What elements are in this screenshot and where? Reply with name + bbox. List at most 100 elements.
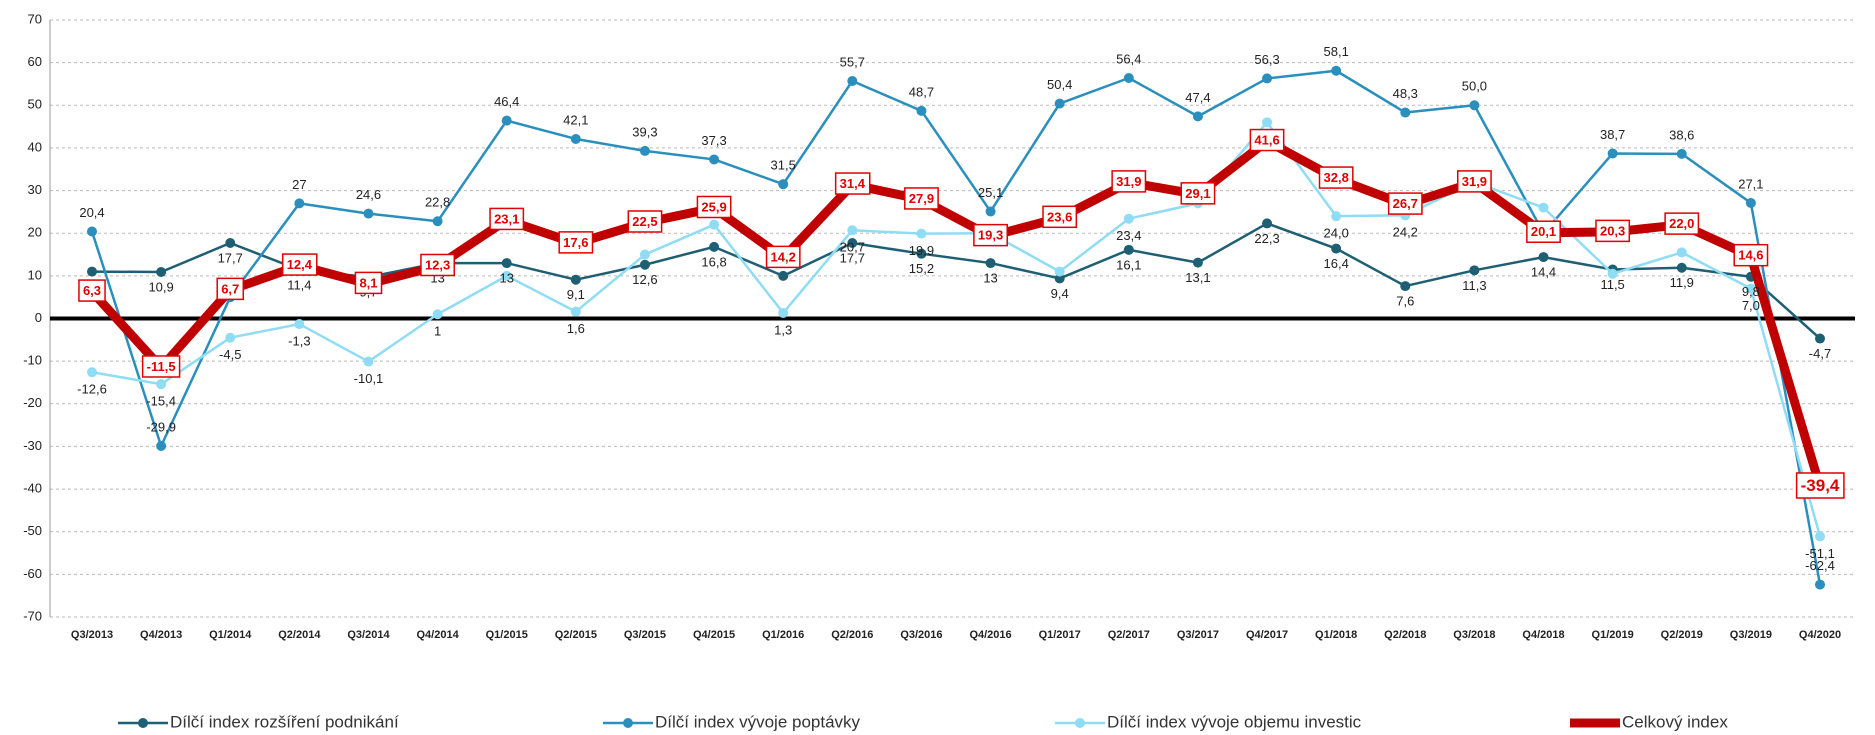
value-label: 25,9 [701, 199, 726, 214]
data-point [1054, 98, 1065, 109]
value-label: 24,0 [1324, 226, 1349, 241]
value-label: 23,1 [494, 211, 519, 226]
value-label: 47,4 [1185, 90, 1210, 105]
data-point [709, 154, 720, 165]
data-point [294, 319, 305, 330]
value-label-box: 6,7 [216, 277, 245, 301]
data-point [1123, 213, 1134, 224]
value-label: 17,7 [218, 250, 243, 265]
label-box [281, 253, 318, 276]
y-tick-label: 20 [28, 225, 42, 240]
data-point [501, 115, 512, 126]
label-box [1733, 243, 1769, 267]
value-label: 1 [434, 324, 441, 339]
x-tick-label: Q4/2018 [1522, 629, 1564, 641]
label-box [1111, 170, 1147, 193]
label-box [1795, 472, 1845, 499]
data-point [570, 133, 581, 144]
data-point [778, 179, 789, 190]
data-point [1331, 65, 1342, 76]
value-label: 50,4 [1047, 77, 1072, 92]
value-label-box: 12,3 [420, 253, 456, 277]
value-label-box: 6,3 [78, 279, 106, 302]
value-label: 16,4 [1324, 256, 1349, 271]
value-label: 31,9 [1116, 174, 1141, 189]
value-label-box: 23,1 [489, 207, 525, 231]
label-box [973, 223, 1008, 247]
data-point [1815, 579, 1825, 590]
data-point [1607, 268, 1618, 279]
value-label: 11,3 [1462, 278, 1486, 293]
value-label: -51,1 [1805, 546, 1835, 561]
x-tick-label: Q1/2014 [209, 629, 252, 641]
data-point [1815, 333, 1825, 344]
data-point [916, 228, 927, 239]
value-label: 22,8 [425, 195, 450, 210]
data-point [916, 105, 927, 116]
data-point [1331, 243, 1342, 254]
x-tick-label: Q4/2013 [140, 629, 182, 641]
value-label: -4,7 [1809, 346, 1831, 361]
value-label: 38,7 [1600, 127, 1625, 142]
data-point [1262, 218, 1273, 229]
value-label: 31,5 [771, 158, 796, 173]
data-point [501, 270, 512, 281]
data-point [432, 216, 443, 227]
y-tick-label: -30 [23, 438, 42, 453]
value-label: 20,1 [1531, 224, 1556, 239]
label-box [1595, 219, 1631, 243]
y-tick-label: -60 [23, 566, 42, 581]
value-label: 55,7 [840, 54, 865, 69]
label-box [1456, 170, 1492, 193]
label-box [765, 245, 801, 269]
data-point [1262, 117, 1273, 128]
value-label: 9,1 [567, 287, 585, 302]
value-label: 38,6 [1669, 127, 1694, 142]
data-point [639, 249, 650, 260]
value-label-box: 12,4 [281, 253, 318, 276]
y-tick-label: 70 [28, 11, 42, 26]
value-label: 46,4 [494, 94, 519, 109]
x-tick-label: Q1/2016 [762, 629, 804, 641]
data-point [778, 270, 789, 281]
value-label: 50,0 [1462, 79, 1487, 94]
value-label: 6,7 [221, 281, 239, 296]
data-point [847, 225, 858, 236]
value-label: 16,1 [1116, 257, 1141, 272]
value-label: 11,4 [287, 277, 311, 292]
value-label: 27 [292, 177, 306, 192]
label-box [1526, 220, 1561, 243]
value-label: 32,8 [1324, 170, 1349, 185]
x-tick-label: Q2/2019 [1661, 629, 1703, 641]
value-label: 20,7 [840, 240, 865, 255]
x-tick-label: Q2/2017 [1108, 629, 1150, 641]
x-tick-label: Q4/2014 [416, 629, 459, 641]
value-label-box: 22,0 [1664, 212, 1700, 235]
value-label: 27,9 [909, 191, 934, 206]
x-tick-label: Q4/2017 [1246, 629, 1288, 641]
x-tick-label: Q1/2015 [486, 629, 528, 641]
label-box [904, 187, 939, 210]
value-label: 12,3 [425, 257, 450, 272]
data-point [639, 259, 650, 270]
value-label: 31,9 [1462, 174, 1487, 189]
legend-label: Dílčí index vývoje objemu investic [1107, 712, 1362, 731]
value-label: -4,5 [219, 347, 241, 362]
value-label: 22,0 [1669, 216, 1694, 231]
data-point [1123, 244, 1134, 255]
value-label: 56,3 [1254, 52, 1279, 67]
y-tick-label: 10 [28, 267, 42, 282]
value-label: 31,4 [840, 176, 866, 191]
data-point [225, 238, 236, 249]
value-label: -11,5 [147, 359, 176, 374]
data-point [570, 274, 581, 285]
data-point [1469, 100, 1480, 111]
data-point [985, 258, 996, 269]
data-point [432, 309, 443, 320]
x-tick-label: Q2/2016 [831, 629, 873, 641]
data-point [847, 238, 858, 249]
value-label-box: 14,2 [765, 245, 801, 269]
label-box [558, 231, 594, 254]
y-tick-label: 60 [28, 54, 42, 69]
